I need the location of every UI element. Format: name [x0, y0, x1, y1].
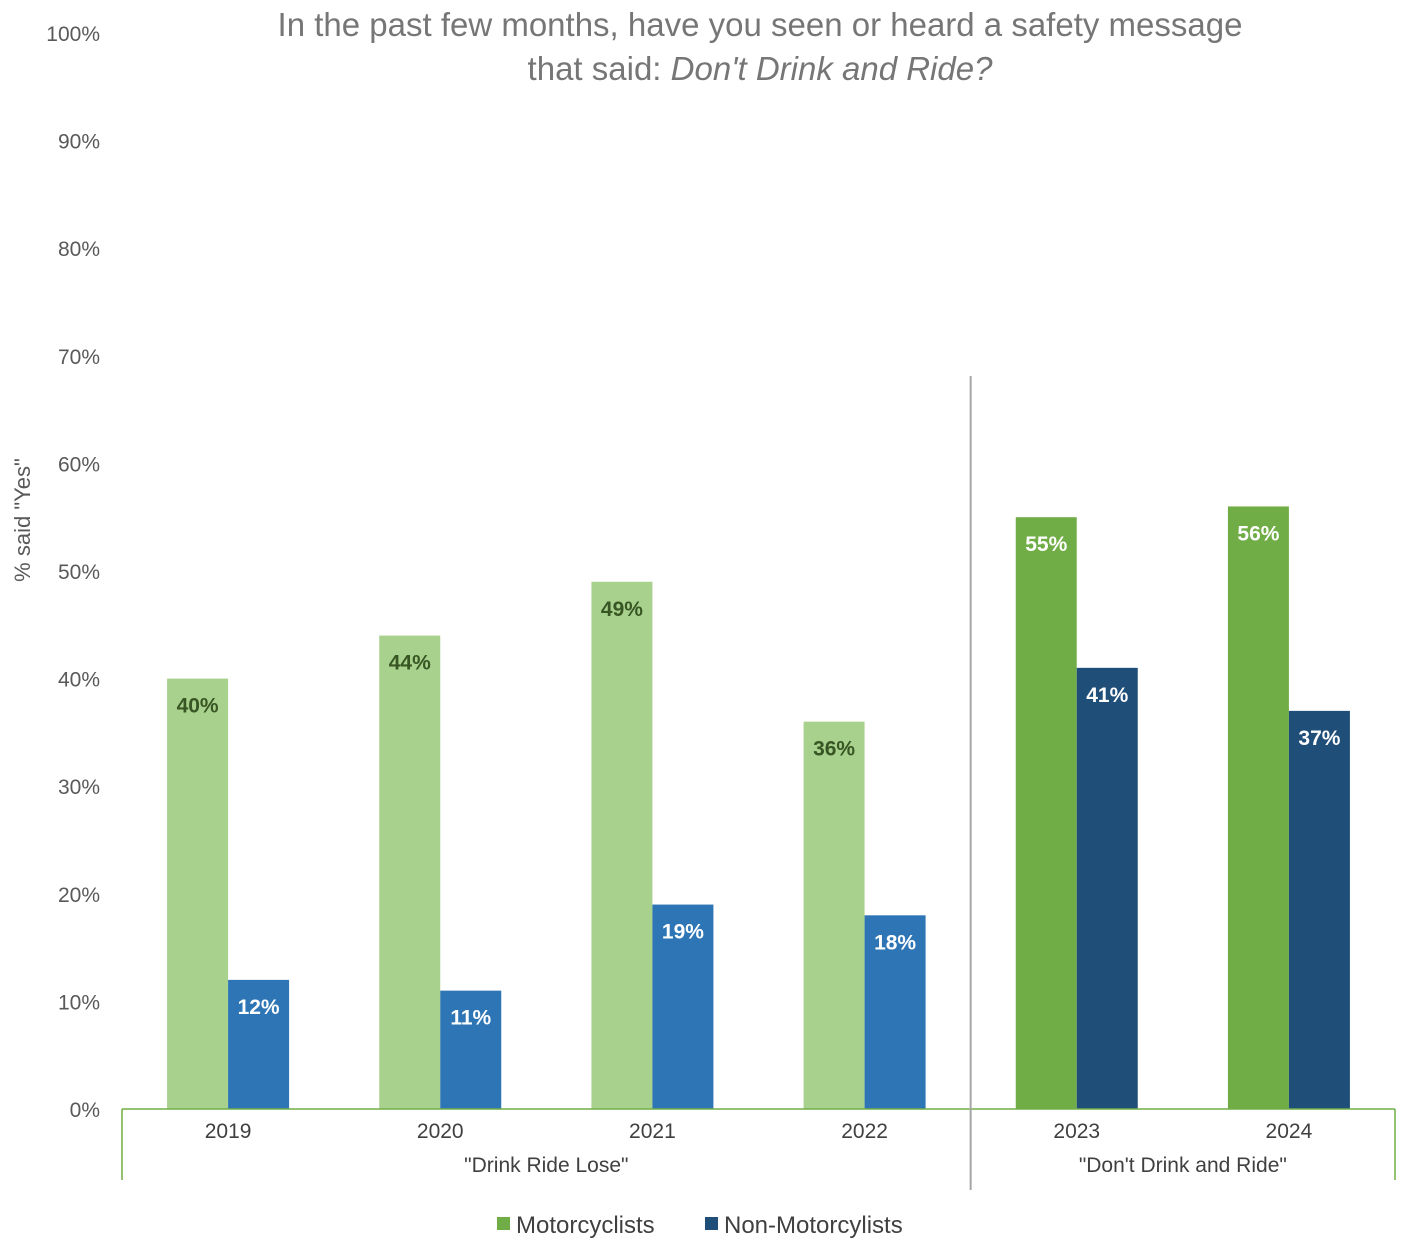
bar-data-label: 56%	[1237, 522, 1279, 545]
bar-data-label: 11%	[450, 1007, 491, 1030]
x-group-label: "Don't Drink and Ride"	[1079, 1154, 1287, 1177]
x-axis	[121, 376, 1396, 1190]
legend: Motorcyclists Non-Motorcylists	[497, 1212, 903, 1239]
bar-motorcyclists	[379, 635, 441, 1109]
bar-data-label: 37%	[1298, 727, 1340, 750]
chart-title-line2-prefix: that said:	[528, 50, 671, 87]
legend-non-motorcyclists: Non-Motorcylists	[724, 1212, 903, 1239]
y-tick-label: 30%	[58, 776, 100, 799]
chart-title: In the past few months, have you seen or…	[278, 6, 1243, 43]
bar-data-label: 49%	[601, 598, 643, 621]
bar-data-label: 55%	[1025, 533, 1067, 556]
bar-data-label: 12%	[238, 996, 280, 1019]
y-tick-label: 10%	[58, 991, 100, 1014]
x-category-label: 2019	[205, 1120, 252, 1143]
bar-data-label: 18%	[874, 931, 916, 954]
x-category-label: 2021	[629, 1120, 676, 1143]
chart-title-line2-italic: Don't Drink and Ride?	[671, 50, 993, 87]
legend-swatch	[497, 1217, 510, 1230]
y-tick-label: 40%	[58, 669, 100, 692]
bar-non-motorcyclists	[864, 915, 926, 1109]
group-labels: "Drink Ride Lose" "Don't Drink and Ride"	[464, 1154, 1287, 1177]
bar-data-label: 19%	[662, 921, 704, 944]
bar-non-motorcyclists	[652, 904, 714, 1109]
bar-non-motorcyclists	[1076, 667, 1138, 1109]
bar-data-label: 41%	[1086, 684, 1128, 707]
bars	[167, 506, 1350, 1109]
x-group-label: "Drink Ride Lose"	[464, 1154, 628, 1177]
y-tick-label: 70%	[58, 346, 100, 369]
bar-non-motorcyclists	[228, 979, 290, 1109]
y-tick-label: 80%	[58, 238, 100, 261]
bar-non-motorcyclists	[440, 990, 502, 1109]
x-category-label: 2020	[417, 1120, 464, 1143]
y-tick-label: 90%	[58, 131, 100, 154]
category-labels: 2019 2020 2021 2022 2023 2024	[205, 1120, 1313, 1143]
legend-motorcyclists: Motorcyclists	[516, 1212, 655, 1239]
bar-data-label: 40%	[177, 695, 219, 718]
chart-title-line1: In the past few months, have you seen or…	[278, 6, 1243, 43]
legend-swatch	[705, 1217, 718, 1230]
bar-labels: 40% 12% 44% 11% 49% 19% 36% 18% 55% 41% 56% 37%	[177, 522, 1341, 1029]
bar-motorcyclists	[1227, 506, 1289, 1109]
bar-non-motorcyclists	[1288, 710, 1350, 1109]
x-category-label: 2022	[841, 1120, 888, 1143]
y-axis-title: % said "Yes"	[10, 458, 35, 582]
y-tick-label: 20%	[58, 884, 100, 907]
chart-title-line2: that said: Don't Drink and Ride?	[528, 50, 994, 87]
bar-data-label: 44%	[389, 652, 431, 675]
y-tick-label: 50%	[58, 561, 100, 584]
bar-data-label: 36%	[813, 738, 855, 761]
bar-motorcyclists	[803, 721, 865, 1109]
y-tick-label: 60%	[58, 453, 100, 476]
bar-motorcyclists	[591, 581, 653, 1109]
x-category-label: 2023	[1053, 1120, 1100, 1143]
y-tick-label: 0%	[70, 1099, 100, 1122]
y-tick-label: 100%	[46, 23, 100, 46]
bar-motorcyclists	[167, 678, 229, 1109]
y-axis-ticks: 0% 10% 20% 30% 40% 50% 60% 70% 80% 90% 100%	[46, 23, 100, 1122]
x-category-label: 2024	[1266, 1120, 1313, 1143]
bar-motorcyclists	[1015, 517, 1077, 1109]
